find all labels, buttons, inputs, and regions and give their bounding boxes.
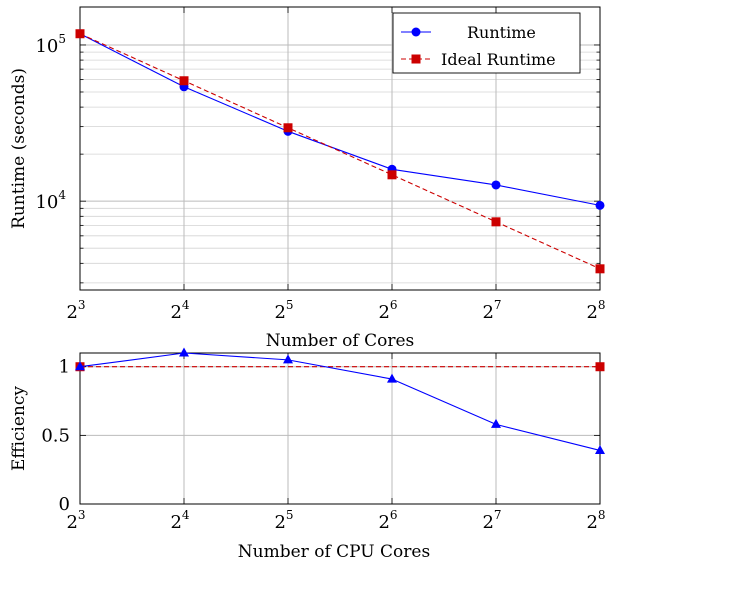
x-tick-label: 28 [586,508,605,533]
y-tick-label: 0 [59,494,70,515]
data-point-series-0 [595,444,605,454]
x-tick-label: 28 [586,298,605,323]
y-tick-label: 105 [35,32,66,57]
x-tick-label: 26 [378,508,397,533]
series-line-1 [79,33,601,270]
data-point-series-1 [491,217,501,227]
efficiency-chart: 23 24 25 26 27 28 0 0.5 1 Number of CPU Cores Effi… [9,347,606,562]
legend-box [392,12,581,74]
x-tick-label: 25 [274,508,293,533]
data-point-series-0 [491,180,501,190]
x-tick-label: 27 [482,508,501,533]
legend-label-0: Runtime [467,23,536,42]
y-tick-label: 1 [59,357,70,378]
data-point-series-1 [595,264,605,274]
data-point-series-0 [595,200,605,210]
x-tick-label: 24 [170,298,189,323]
data-point-series-0 [75,361,85,371]
legend-marker-1 [411,54,421,64]
x-tick-label: 26 [378,298,397,323]
y-axis-label: Runtime (seconds) [9,68,29,229]
plot-frame [79,6,601,291]
x-tick-label: 23 [66,298,85,323]
y-tick-label: 0.5 [41,425,70,446]
series-line-0 [79,33,601,206]
data-point-series-1 [595,362,605,372]
x-tick-label: 27 [482,298,501,323]
y-axis-label: Efficiency [9,386,29,471]
data-point-series-1 [75,29,85,39]
x-tick-label: 23 [66,508,85,533]
data-point-series-0 [179,347,189,357]
legend-label-1: Ideal Runtime [441,50,556,69]
series-line-0 [79,352,601,451]
data-point-series-0 [283,354,293,364]
x-tick-label: 24 [170,508,189,533]
data-point-series-1 [283,123,293,133]
x-axis-label: Number of CPU Cores [238,542,430,562]
data-point-series-0 [387,373,397,383]
x-tick-label: 25 [274,298,293,323]
data-point-series-0 [491,418,501,428]
runtime-chart: 23 24 25 26 27 28 104 105 Number of Cores Runtime… [9,6,606,351]
data-point-series-1 [387,170,397,180]
legend-marker-0 [411,27,421,37]
plot-frame [79,352,601,505]
y-tick-label: 104 [35,188,66,213]
x-axis-label: Number of Cores [266,331,415,351]
data-point-series-1 [179,76,189,86]
legend: Runtime Ideal Runtime [392,12,581,74]
